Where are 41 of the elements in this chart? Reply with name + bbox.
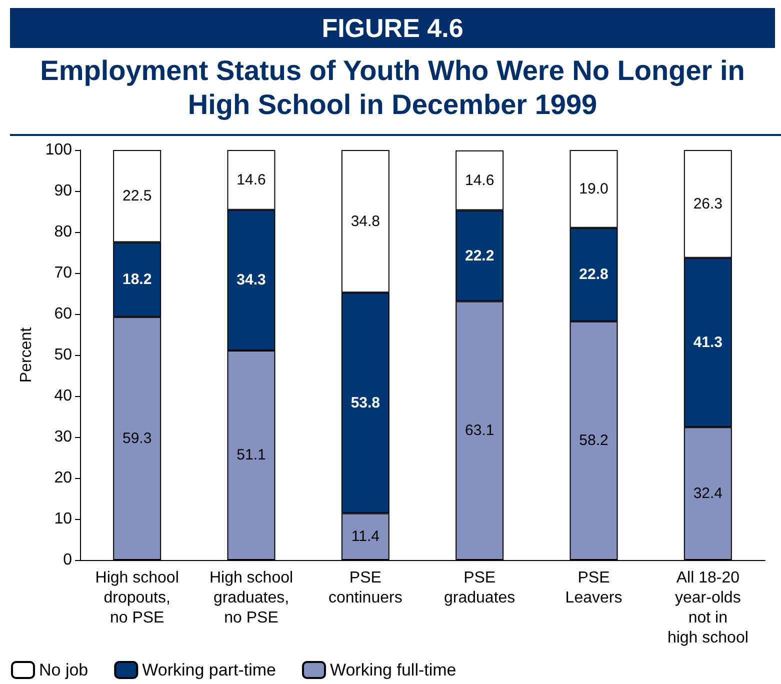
data-label: 34.8: [350, 212, 380, 230]
y-tick-label: 20: [54, 470, 72, 486]
x-tick-label: High school dropouts, no PSE: [95, 570, 179, 626]
data-label: 22.8: [579, 266, 608, 284]
data-label: 19.0: [579, 180, 608, 198]
data-label: 63.1: [464, 422, 494, 440]
y-tick-label: 50: [54, 346, 72, 364]
data-label: 14.6: [236, 171, 266, 188]
data-label: 26.3: [693, 195, 723, 212]
data-label: 14.6: [464, 172, 494, 189]
y-tick-label: 0: [63, 552, 72, 568]
data-label: 22.5: [122, 188, 152, 205]
data-label: 41.3: [693, 334, 723, 351]
x-tick-label: All 18-20 year-olds not in high school: [667, 570, 748, 646]
y-tick-label: 10: [54, 510, 72, 528]
legend-label: No job: [39, 660, 88, 680]
data-label: 59.3: [122, 430, 152, 447]
y-axis-title: Percent: [18, 326, 35, 383]
caption: FIGURE 4.6: [10, 8, 775, 48]
y-tick-label: 80: [54, 224, 72, 240]
y-tick-label: 30: [54, 428, 72, 446]
legend-label: Working full-time: [330, 660, 456, 680]
data-label: 34.3: [236, 272, 266, 289]
y-tick-label: 90: [54, 182, 72, 200]
data-label: 18.2: [122, 271, 152, 288]
y-tick-label: 70: [54, 264, 72, 282]
data-label: 53.8: [350, 394, 380, 412]
y-tick-label: 40: [54, 388, 72, 404]
x-tick-label: PSE graduates: [444, 570, 516, 606]
data-label: 51.1: [236, 446, 266, 464]
x-tick-label: High school graduates, no PSE: [209, 570, 294, 626]
y-tick-label: 100: [45, 142, 72, 158]
data-label: 58.2: [579, 432, 608, 450]
x-tick-label: PSE Leavers: [565, 570, 622, 606]
x-tick-label: PSE continuers: [328, 570, 402, 606]
data-label: 11.4: [351, 528, 380, 546]
data-label: 32.4: [693, 485, 723, 502]
legend-label: Working part-time: [142, 660, 276, 680]
chart-title: Employment Status of Youth Who Were No Longer in High School in December 1999: [39, 54, 746, 122]
data-label: 22.2: [464, 247, 494, 264]
y-tick-label: 60: [54, 306, 72, 322]
